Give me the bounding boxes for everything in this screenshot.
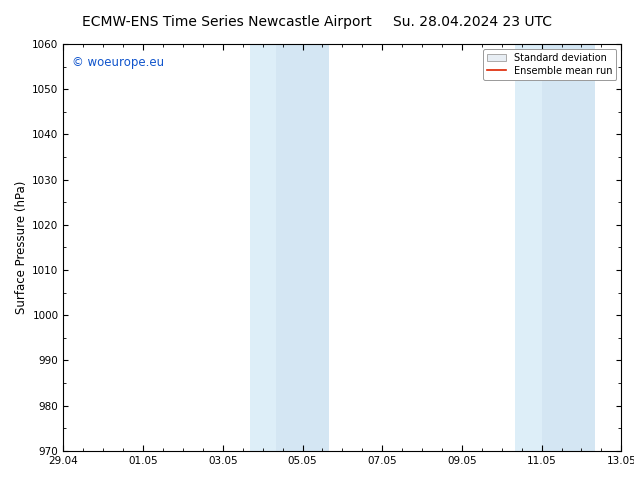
Text: © woeurope.eu: © woeurope.eu	[72, 56, 164, 69]
Bar	[276, 44, 329, 451]
Bar	[276, 44, 329, 451]
Bar	[541, 44, 595, 451]
Text: Su. 28.04.2024 23 UTC: Su. 28.04.2024 23 UTC	[392, 15, 552, 29]
Bar	[250, 44, 276, 451]
Text: ECMW-ENS Time Series Newcastle Airport: ECMW-ENS Time Series Newcastle Airport	[82, 15, 372, 29]
Bar	[515, 44, 541, 451]
Legend: Standard deviation, Ensemble mean run: Standard deviation, Ensemble mean run	[483, 49, 616, 80]
Bar	[541, 44, 595, 451]
Y-axis label: Surface Pressure (hPa): Surface Pressure (hPa)	[15, 181, 28, 314]
